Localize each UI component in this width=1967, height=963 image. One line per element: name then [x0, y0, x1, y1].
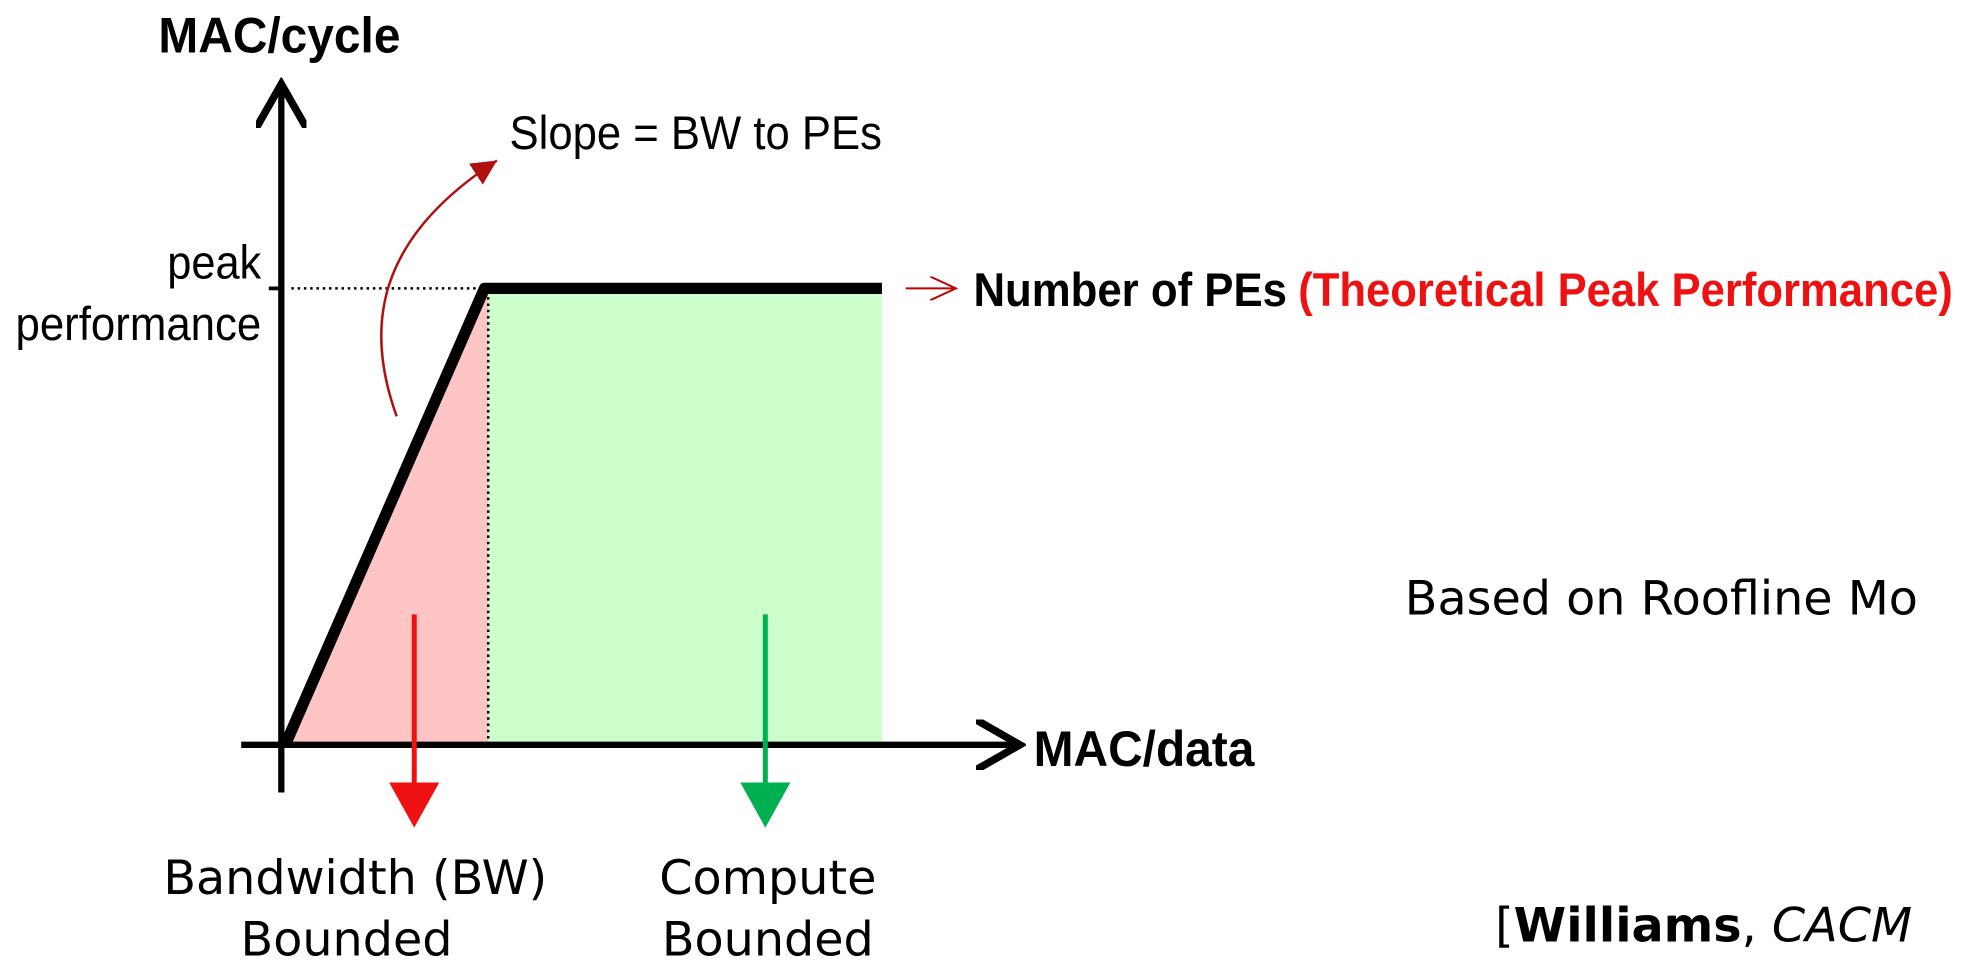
region-label: Bounded	[241, 912, 453, 963]
peak-label: performance	[15, 298, 261, 351]
side-note: Based on Roofline Mo	[1405, 571, 1918, 626]
x-axis-label: MAC/data	[1034, 721, 1256, 777]
region-label: Bounded	[662, 912, 874, 963]
roof-label: Number of PEs	[973, 264, 1286, 317]
citation-venue: CACM	[1772, 899, 1912, 954]
y-axis-label: MAC/cycle	[158, 8, 400, 64]
peak-label: peak	[167, 236, 261, 289]
citation-open: [	[1495, 899, 1514, 954]
citation: [Williams, CACM	[1495, 899, 1912, 954]
region-label: Compute	[659, 851, 876, 906]
slope-arrow	[380, 159, 498, 417]
compute-region	[488, 288, 882, 743]
citation-sep: ,	[1742, 899, 1772, 954]
citation-author: Williams	[1514, 899, 1742, 954]
roof-note: (Theoretical Peak Performance)	[1298, 264, 1953, 317]
region-label: Bandwidth (BW)	[163, 851, 547, 906]
slope-label: Slope = BW to PEs	[510, 107, 882, 160]
roofline	[281, 282, 882, 745]
